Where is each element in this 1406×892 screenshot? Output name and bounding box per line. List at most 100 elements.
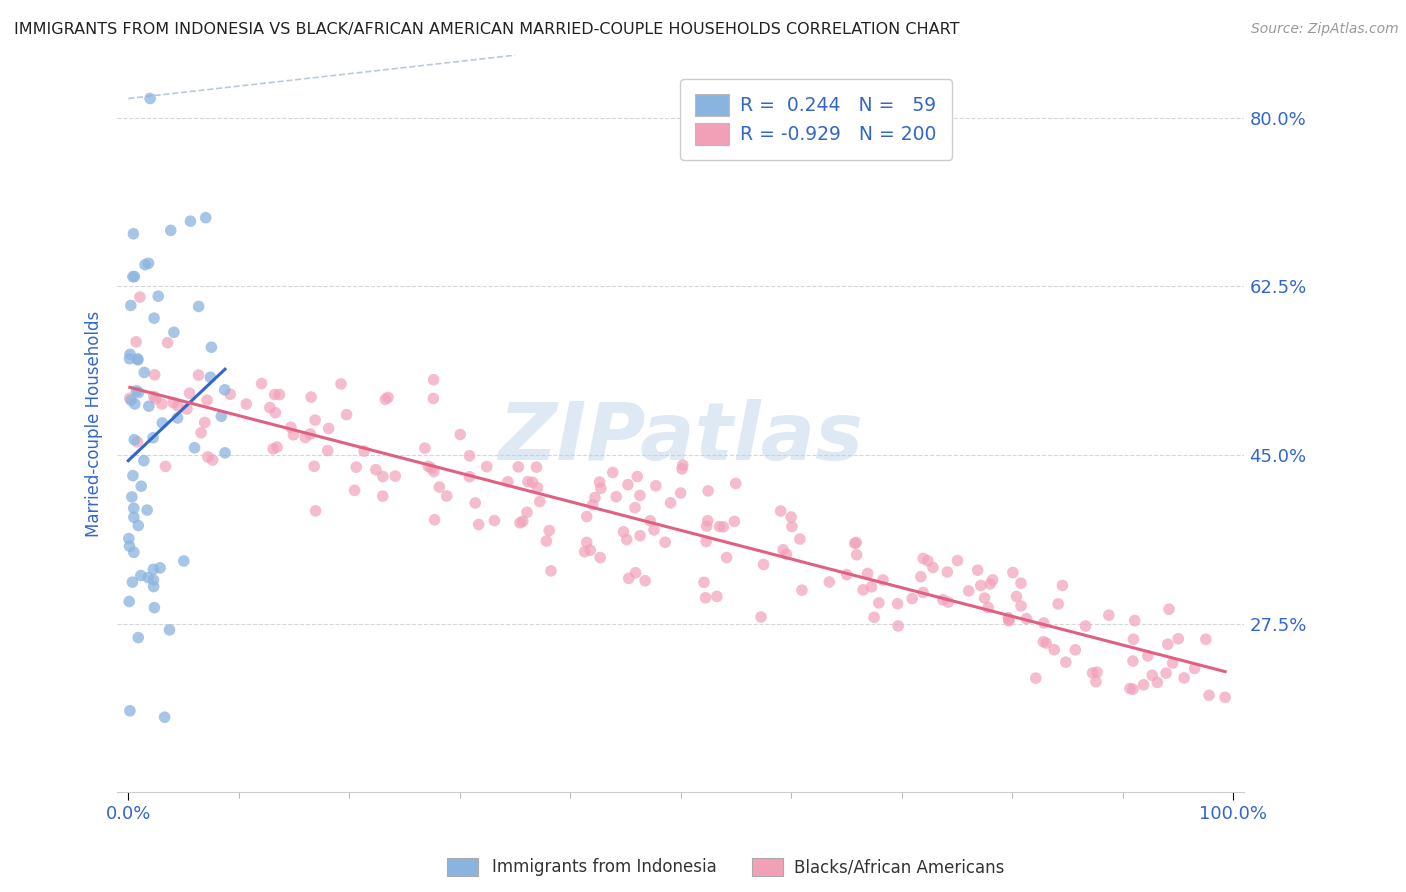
Point — [696, 519, 718, 533]
Point — [1195, 632, 1218, 647]
Point — [936, 595, 959, 609]
Point — [179, 214, 201, 228]
Point — [197, 450, 219, 464]
Point — [654, 535, 676, 549]
Point — [344, 460, 367, 475]
Point — [142, 389, 165, 403]
Point — [159, 223, 181, 237]
Point — [1161, 656, 1184, 670]
Point — [120, 298, 142, 312]
Point — [176, 401, 198, 416]
Text: Immigrants from Indonesia: Immigrants from Indonesia — [492, 858, 717, 876]
Point — [887, 619, 910, 633]
Point — [752, 558, 775, 572]
Point — [263, 387, 285, 401]
Legend: R =  0.244   N =   59, R = -0.929   N = 200: R = 0.244 N = 59, R = -0.929 N = 200 — [681, 79, 952, 160]
Point — [118, 351, 141, 366]
Point — [413, 441, 436, 455]
Point — [912, 551, 935, 566]
Point — [512, 514, 534, 528]
Point — [132, 454, 155, 468]
Point — [574, 545, 596, 559]
Point — [790, 583, 813, 598]
Point — [423, 513, 446, 527]
Point — [1122, 682, 1144, 697]
Point — [201, 453, 224, 467]
Point — [529, 494, 551, 508]
Point — [638, 514, 661, 528]
Point — [166, 411, 188, 425]
Point — [706, 590, 728, 604]
Point — [436, 489, 458, 503]
Point — [912, 585, 935, 599]
Point — [374, 392, 396, 407]
Point — [318, 421, 340, 435]
Point — [484, 514, 506, 528]
Point — [142, 580, 165, 594]
Point — [936, 565, 959, 579]
Text: ZIPatlas: ZIPatlas — [498, 400, 863, 477]
Point — [669, 486, 692, 500]
Point — [136, 571, 159, 585]
Point — [190, 425, 212, 440]
Point — [1047, 597, 1070, 611]
Point — [780, 519, 803, 533]
Point — [353, 444, 375, 458]
Point — [148, 289, 170, 303]
Point — [120, 393, 142, 408]
Point — [1085, 665, 1108, 680]
Point — [153, 710, 176, 724]
Point — [1035, 636, 1057, 650]
Point — [118, 594, 141, 608]
Point — [235, 397, 257, 411]
Point — [612, 524, 634, 539]
Point — [860, 580, 883, 594]
Point — [134, 366, 156, 380]
Point — [194, 211, 217, 225]
Point — [364, 463, 387, 477]
Point — [772, 542, 794, 557]
Point — [818, 574, 841, 589]
Point — [163, 326, 186, 340]
Point — [696, 514, 718, 528]
Point — [723, 515, 745, 529]
Point — [845, 535, 868, 549]
Point — [142, 431, 165, 445]
Point — [304, 504, 326, 518]
Point — [724, 476, 747, 491]
Point — [1154, 666, 1177, 681]
Point — [626, 469, 648, 483]
Point — [122, 269, 145, 284]
Point — [200, 340, 222, 354]
Point — [371, 489, 394, 503]
Point — [1173, 671, 1195, 685]
Point — [280, 420, 302, 434]
Point — [1132, 678, 1154, 692]
Point — [946, 553, 969, 567]
Point — [187, 368, 209, 383]
Point — [589, 550, 612, 565]
Point — [149, 561, 172, 575]
Point — [183, 441, 205, 455]
Point — [142, 562, 165, 576]
Point — [122, 433, 145, 447]
Point — [427, 480, 450, 494]
Point — [384, 469, 406, 483]
Point — [624, 500, 647, 515]
Point — [187, 300, 209, 314]
Point — [120, 347, 142, 361]
Point — [136, 503, 159, 517]
Point — [901, 591, 924, 606]
Point — [605, 490, 627, 504]
Point — [145, 392, 167, 406]
Point — [219, 387, 242, 401]
Point — [1074, 619, 1097, 633]
Point — [624, 566, 647, 580]
Point — [262, 442, 284, 456]
Point — [1198, 688, 1220, 702]
Point — [617, 477, 640, 491]
Point — [538, 524, 561, 538]
Point — [134, 258, 156, 272]
Point — [127, 518, 149, 533]
Point — [1054, 655, 1077, 669]
